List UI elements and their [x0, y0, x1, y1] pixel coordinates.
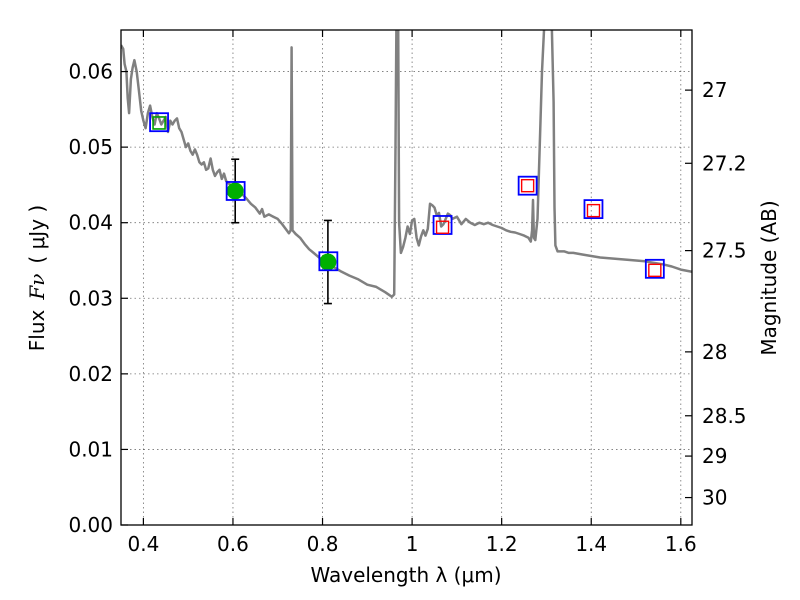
y-tick-label: 0.06 — [68, 60, 113, 84]
x-tick-label: 0.6 — [217, 532, 249, 556]
observed-square-marker — [152, 116, 166, 130]
upper-limit-square-marker — [648, 263, 662, 278]
x-axis-label: Wavelength λ (μm) — [310, 563, 501, 587]
upper-limit-square-marker — [586, 203, 601, 218]
model-sed-line — [121, 30, 692, 299]
y-tick-label: 0.01 — [68, 437, 113, 461]
model-square-marker — [432, 215, 453, 235]
grid-lines — [121, 30, 692, 526]
model-square-marker — [149, 112, 169, 133]
markers-layer — [149, 112, 665, 305]
x-tick-label: 1.6 — [665, 532, 697, 556]
axis-ticks — [121, 30, 692, 526]
y-axis-label-unit: ( μJy ) — [25, 205, 49, 264]
tick-labels: 0.4 0.6 0.8 1 1.2 1.4 1.6 0.00 0.01 0.02 0.03 0.04 0… — [68, 60, 746, 556]
model-square-marker — [318, 251, 339, 272]
observed-point — [319, 253, 337, 271]
y2-tick-label: 29 — [702, 444, 727, 468]
y-tick-label: 0.04 — [68, 211, 113, 235]
model-square-marker — [644, 258, 665, 279]
y2-axis-label: Magnitude (AB) — [757, 200, 781, 355]
model-square-marker — [583, 199, 604, 220]
y2-tick-label: 27 — [702, 78, 727, 102]
x-tick-label: 0.8 — [307, 532, 339, 556]
y2-tick-label: 28 — [702, 340, 727, 364]
x-tick-label: 1.2 — [486, 532, 518, 556]
y-axis-label: Flux Fν ( μJy ) — [25, 205, 49, 351]
y2-tick-label: 27.5 — [702, 239, 747, 263]
y-tick-label: 0.02 — [68, 362, 113, 386]
x-tick-label: 0.4 — [127, 532, 159, 556]
upper-limit-square-marker — [435, 220, 450, 234]
y-axis-label-text: Flux — [25, 309, 49, 351]
observed-point — [226, 182, 244, 200]
y-tick-label: 0.03 — [68, 286, 113, 310]
y-axis-label-symbol: Fν — [25, 274, 49, 301]
y2-tick-label: 30 — [702, 486, 727, 510]
y2-tick-label: 27.2 — [702, 151, 747, 175]
model-square-marker — [225, 181, 246, 201]
upper-limit-square-marker — [520, 178, 535, 193]
y2-tick-label: 28.5 — [702, 404, 747, 428]
x-tick-label: 1 — [406, 532, 419, 556]
plot-frame — [120, 29, 693, 526]
y-tick-label: 0.00 — [68, 513, 113, 537]
y-tick-label: 0.05 — [68, 135, 113, 159]
x-tick-label: 1.4 — [575, 532, 607, 556]
model-square-marker — [517, 175, 538, 196]
